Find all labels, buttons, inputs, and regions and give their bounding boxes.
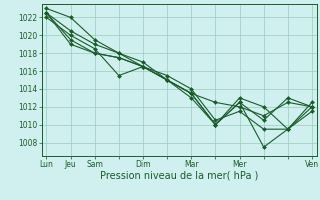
X-axis label: Pression niveau de la mer( hPa ): Pression niveau de la mer( hPa ) [100, 171, 258, 181]
